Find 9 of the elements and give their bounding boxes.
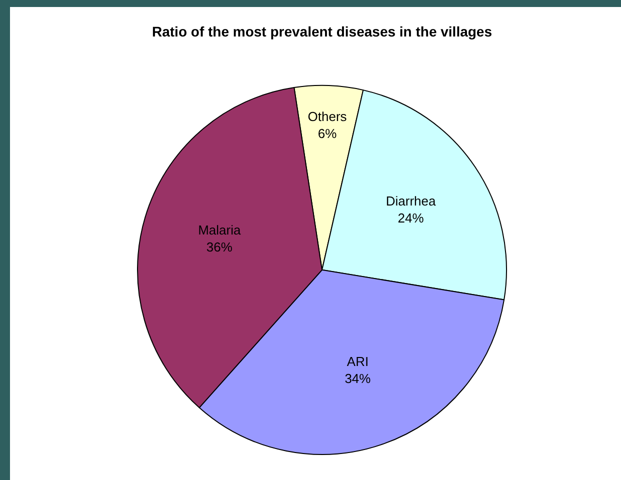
data-label: 6%: [318, 126, 338, 142]
chart-title: Ratio of the most prevalent diseases in the villages: [152, 23, 492, 40]
slice-label: Others: [308, 109, 348, 124]
slice-label: Malaria: [198, 222, 242, 238]
slice-label: ARI: [346, 354, 369, 369]
data-label: 24%: [398, 210, 424, 226]
data-label: 36%: [206, 240, 233, 255]
data-label: 34%: [344, 370, 372, 386]
slice-label: Diarrhea: [386, 193, 437, 208]
